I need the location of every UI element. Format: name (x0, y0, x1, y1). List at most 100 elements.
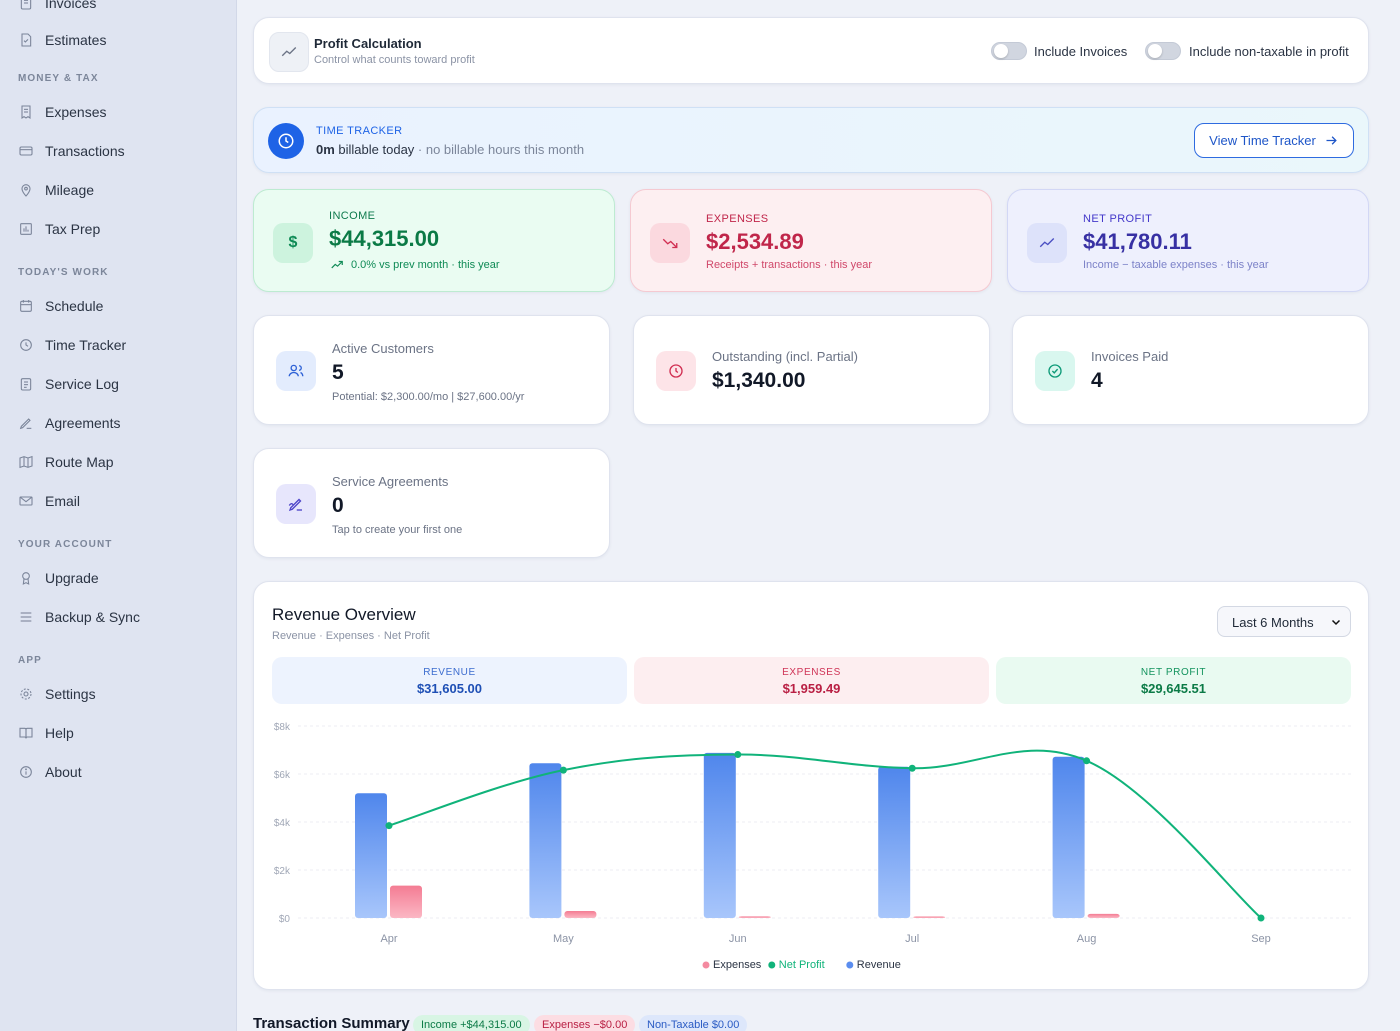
summary-expenses: EXPENSES $1,959.49 (634, 657, 989, 704)
summary-net-profit: NET PROFIT $29,645.51 (996, 657, 1351, 704)
include-invoices-toggle[interactable] (991, 42, 1027, 60)
sidebar-item-label: Estimates (45, 32, 107, 48)
sidebar-item-email[interactable]: Email (18, 489, 80, 513)
revenue-bar-aug (1052, 756, 1085, 918)
billable-note: · no billable hours this month (414, 142, 585, 157)
sidebar-item-time-tracker[interactable]: Time Tracker (18, 333, 126, 357)
view-time-tracker-label: View Time Tracker (1209, 133, 1316, 148)
x-tick-label: Apr (380, 933, 397, 945)
clock-icon (20, 339, 32, 351)
summary-expenses-label: EXPENSES (782, 667, 841, 678)
calendar-icon (20, 300, 32, 312)
active-customers-card[interactable]: Active Customers 5 Potential: $2,300.00/… (253, 315, 610, 425)
sidebar-item-invoices[interactable]: Invoices (18, 0, 96, 15)
invoices-paid-label: Invoices Paid (1091, 349, 1169, 364)
database-icon (20, 612, 32, 622)
trend-down-icon-box (650, 223, 690, 263)
sidebar-section-title: TODAY'S WORK (18, 267, 109, 278)
outstanding-card[interactable]: Outstanding (incl. Partial) $1,340.00 (633, 315, 990, 425)
net-profit-point-jul (908, 764, 916, 772)
invoice-icon (20, 0, 32, 10)
legend-marker-expenses (702, 961, 710, 969)
map-icon (19, 455, 33, 469)
view-time-tracker-button[interactable]: View Time Tracker (1194, 123, 1354, 158)
profit-calc-title: Profit Calculation (314, 36, 422, 51)
expenses-bar-jun (738, 916, 771, 918)
estimate-icon (21, 33, 32, 47)
net-profit-point-aug (1083, 757, 1091, 765)
y-tick-label: $4k (274, 818, 291, 829)
sidebar: Invoices Estimates MONEY & TAX Expenses Tran… (0, 0, 237, 1031)
sidebar-item-schedule[interactable]: Schedule (18, 294, 103, 318)
y-tick-label: $0 (279, 914, 291, 925)
billable-text: billable today (334, 142, 415, 157)
income-label: INCOME (329, 210, 376, 222)
expenses-bar-apr (390, 885, 422, 918)
revenue-overview-card: Revenue Overview Revenue · Expenses · Ne… (253, 581, 1369, 990)
trend-up-icon (331, 260, 343, 269)
sidebar-item-label: Expenses (45, 104, 107, 120)
trend-icon (281, 47, 297, 57)
invoices-paid-value: 4 (1091, 369, 1103, 392)
expenses-card[interactable]: EXPENSES $2,534.89 Receipts + transactio… (630, 189, 992, 292)
range-select[interactable]: Last 6 Months (1217, 606, 1351, 637)
sidebar-item-route-map[interactable]: Route Map (18, 450, 113, 474)
time-tracker-status: 0m billable today · no billable hours th… (316, 142, 584, 157)
sidebar-item-settings[interactable]: Settings (18, 682, 96, 706)
sidebar-item-estimates[interactable]: Estimates (18, 28, 106, 52)
net-profit-card[interactable]: NET PROFIT $41,780.11 Income − taxable e… (1007, 189, 1369, 292)
sidebar-item-label: Settings (45, 686, 96, 702)
sidebar-item-expenses[interactable]: Expenses (18, 100, 106, 124)
sidebar-item-transactions[interactable]: Transactions (18, 139, 125, 163)
sidebar-item-agreements[interactable]: Agreements (18, 411, 120, 435)
sidebar-item-backup-sync[interactable]: Backup & Sync (18, 605, 140, 629)
profit-trend-icon (1039, 238, 1055, 248)
expenses-value: $2,534.89 (706, 229, 804, 254)
time-tracker-card: TIME TRACKER 0m billable today · no bill… (253, 107, 1369, 173)
net-profit-point-may (559, 766, 567, 774)
sidebar-item-service-log[interactable]: Service Log (18, 372, 119, 396)
summary-revenue: REVENUE $31,605.00 (272, 657, 627, 704)
net-profit-point-apr (385, 822, 393, 830)
transaction-expenses-pill: Expenses −$0.00 (534, 1015, 636, 1031)
sidebar-item-label: Service Log (45, 376, 119, 392)
expenses-label: EXPENSES (706, 213, 769, 225)
summary-net-profit-value: $29,645.51 (1140, 681, 1207, 696)
sidebar-section-title: YOUR ACCOUNT (18, 539, 113, 550)
trend-down-icon (662, 238, 678, 249)
legend-marker-net-profit (768, 961, 776, 969)
net-profit-point-sep (1257, 914, 1265, 922)
active-customers-value: 5 (332, 361, 344, 384)
sidebar-item-about[interactable]: About (18, 760, 82, 784)
revenue-bar-jul (878, 766, 911, 918)
sidebar-item-tax-prep[interactable]: Tax Prep (18, 217, 100, 241)
sidebar-item-label: Help (45, 725, 74, 741)
service-agreements-value: 0 (332, 494, 344, 517)
transaction-income-pill: Income +$44,315.00 (413, 1015, 530, 1031)
profit-calc-subtitle: Control what counts toward profit (314, 54, 475, 66)
sidebar-item-label: Backup & Sync (45, 609, 140, 625)
income-card[interactable]: $ INCOME $44,315.00 0.0% vs prev month ·… (253, 189, 615, 292)
service-agreements-card[interactable]: Service Agreements 0 Tap to create your … (253, 448, 610, 558)
summary-net-profit-label: NET PROFIT (1140, 667, 1207, 678)
transaction-summary-title: Transaction Summary (253, 1015, 410, 1031)
sidebar-item-help[interactable]: Help (18, 721, 74, 745)
sidebar-item-label: Transactions (45, 143, 125, 159)
outstanding-label: Outstanding (incl. Partial) (712, 349, 858, 364)
chart-icon (20, 223, 32, 235)
revenue-overview-subtitle: Revenue · Expenses · Net Profit (272, 630, 430, 642)
sidebar-item-mileage[interactable]: Mileage (18, 178, 94, 202)
revenue-chart: $0 $2k $4k $6k $8k Apr May Jun Jul Aug Sep Expenses… (274, 722, 1351, 971)
chevron-down-icon (1331, 619, 1341, 626)
users-icon (288, 364, 304, 377)
users-icon-box (276, 351, 316, 391)
x-tick-label: Jun (729, 933, 747, 945)
sidebar-item-label: Mileage (45, 182, 95, 198)
sidebar-item-upgrade[interactable]: Upgrade (18, 566, 99, 590)
invoices-paid-card[interactable]: Invoices Paid 4 (1012, 315, 1369, 425)
profit-trend-icon-box (1027, 223, 1067, 263)
summary-expenses-value: $1,959.49 (782, 681, 841, 696)
net-profit-point-jun (734, 751, 742, 759)
include-non-taxable-toggle[interactable] (1145, 42, 1181, 60)
outstanding-clock-icon-box (656, 351, 696, 391)
